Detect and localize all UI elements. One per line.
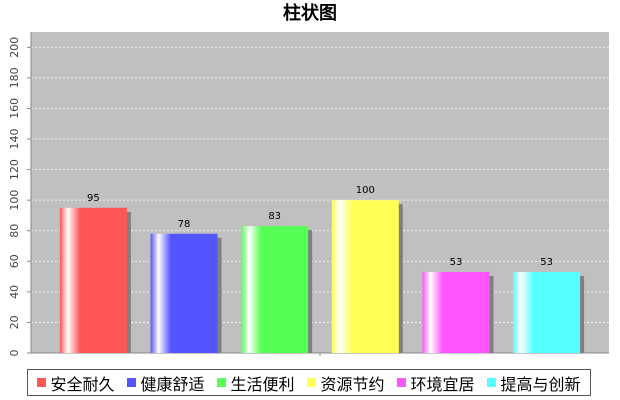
- legend-item: 健康舒适: [127, 371, 205, 395]
- bar: [150, 233, 218, 353]
- legend-label: 安全耐久: [50, 374, 115, 394]
- y-tick-label: 80: [8, 224, 21, 238]
- legend-item: 生活便利: [217, 371, 295, 395]
- value-label: 83: [268, 211, 281, 222]
- y-tick-label: 120: [8, 159, 21, 180]
- y-tick-label: 140: [8, 129, 21, 150]
- legend-swatch: [127, 378, 137, 387]
- value-label: 100: [356, 185, 375, 196]
- y-tick-label: 100: [8, 190, 21, 211]
- bar: [241, 226, 309, 353]
- legend-item: 环境宜居: [397, 371, 475, 395]
- legend-swatch: [487, 378, 497, 387]
- y-tick-label: 60: [8, 254, 21, 268]
- legend-label: 生活便利: [230, 374, 295, 394]
- y-tick-label: 200: [8, 37, 21, 58]
- chart: 柱状图 0 20 40 60 80 100 120 140 160 180 200 95 78 83 100…: [8, 2, 609, 357]
- y-tick-label: 0: [8, 350, 21, 357]
- legend-swatch: [307, 378, 317, 387]
- legend-item: 安全耐久: [37, 371, 115, 395]
- y-tick-label: 160: [8, 98, 21, 119]
- legend-label: 提高与创新: [500, 374, 581, 394]
- value-label: 95: [87, 193, 100, 204]
- bar: [422, 271, 490, 353]
- bar: [331, 200, 399, 353]
- legend-label: 环境宜居: [410, 374, 475, 394]
- y-tick-label: 40: [8, 285, 21, 299]
- y-tick-label: 180: [8, 67, 21, 88]
- legend-swatch: [217, 378, 227, 387]
- legend-item: 资源节约: [307, 371, 385, 395]
- legend-swatch: [37, 378, 47, 387]
- legend-item: 提高与创新: [487, 371, 581, 395]
- value-label: 53: [540, 257, 553, 268]
- bar: [513, 271, 581, 353]
- value-label: 78: [178, 219, 191, 230]
- legend-label: 资源节约: [320, 374, 385, 394]
- legend: 安全耐久 健康舒适 生活便利 资源节约 环境宜居 提高与创新: [27, 369, 591, 396]
- legend-label: 健康舒适: [140, 374, 205, 394]
- chart-title: 柱状图: [283, 2, 337, 24]
- y-tick-label: 20: [8, 315, 21, 329]
- value-label: 53: [450, 257, 463, 268]
- legend-swatch: [397, 378, 407, 387]
- bar: [59, 207, 127, 353]
